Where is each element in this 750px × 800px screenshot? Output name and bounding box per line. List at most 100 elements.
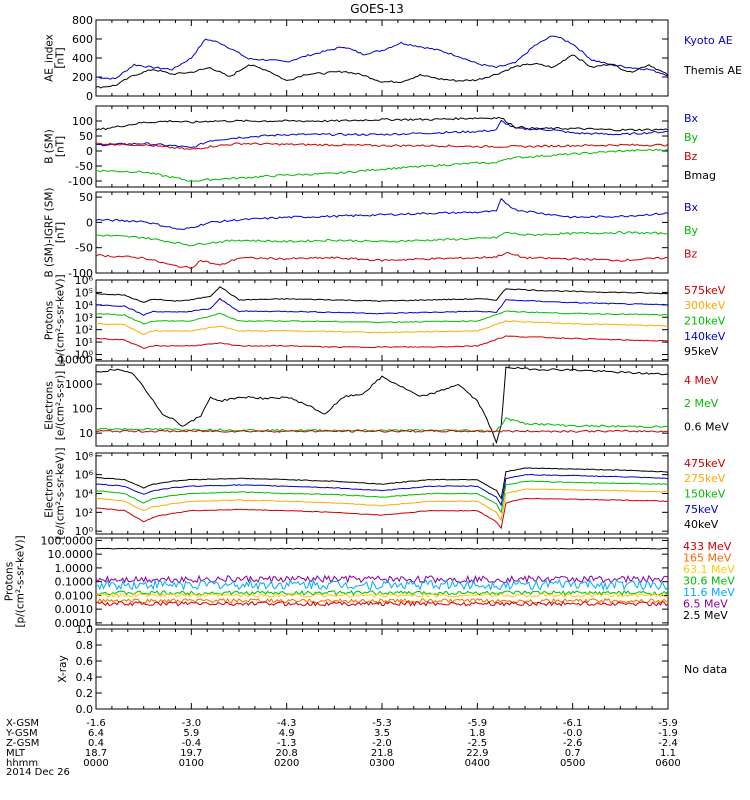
- y-tick-label: 10: [79, 427, 93, 440]
- y-axis-label: [p/(cm²-s-sr-keV)]: [55, 274, 67, 366]
- table-cell: 0500: [560, 758, 585, 769]
- table-cell: 5.9: [183, 728, 199, 739]
- legend-entry: By: [684, 131, 699, 144]
- legend-entry: 6.5 MeV: [683, 598, 728, 611]
- figure-title: GOES-13: [350, 2, 404, 16]
- series-line-433-mev: [96, 600, 668, 607]
- y-tick-label: 200: [72, 71, 93, 84]
- y-tick-label: 10⁰: [75, 349, 94, 362]
- table-cell: 0000: [83, 758, 108, 769]
- y-axis-label: AE_index: [44, 34, 56, 82]
- table-cell: -0.4: [182, 738, 202, 749]
- series-line-0-6-mev: [96, 366, 668, 445]
- table-cell: 0.4: [88, 738, 104, 749]
- series-line-275kev: [96, 488, 668, 522]
- legend-entry: 95keV: [684, 345, 719, 358]
- legend-entry: 150keV: [684, 488, 726, 501]
- series-line-bz: [96, 142, 668, 150]
- y-tick-label: 400: [72, 52, 93, 65]
- y-tick-label: 600: [72, 33, 93, 46]
- series-line-by: [96, 148, 668, 182]
- legend-entry: 30.6 MeV: [683, 575, 735, 588]
- series-line-150kev: [96, 480, 668, 514]
- legend-entry: By: [684, 224, 699, 237]
- legend-entry: 2 MeV: [684, 397, 719, 410]
- table-row-label: hhmm: [6, 758, 38, 769]
- y-tick-label: 10¹: [75, 336, 93, 349]
- y-tick-label: 10²: [75, 324, 93, 337]
- table-row-label: Z-GSM: [6, 738, 39, 749]
- legend-entry: 40keV: [684, 518, 719, 531]
- legend-entry: Bmag: [684, 169, 716, 182]
- table-cell: 1.8: [469, 728, 485, 739]
- series-line-kyoto-ae: [96, 35, 668, 80]
- y-tick-label: -100: [68, 267, 93, 280]
- table-cell: -4.3: [277, 718, 297, 729]
- plot-frame: [95, 628, 669, 710]
- y-tick-label: 0.6: [76, 655, 94, 668]
- panel-electrons_kev: 10⁰ 10² 10⁴ 10⁶ 10⁸ Electrons [e/(cm²-s-sr-keV…: [44, 448, 726, 540]
- table-cell: -6.1: [563, 718, 583, 729]
- legend-entry: Bz: [684, 247, 698, 260]
- y-axis-label: [e/(cm²-s-sr-keV)]: [55, 448, 67, 540]
- series-line-bx: [96, 119, 668, 149]
- y-axis-label: X-ray: [57, 655, 69, 682]
- table-cell: -2.5: [468, 738, 488, 749]
- no-data-note: No data: [684, 663, 727, 676]
- table-cell: -5.3: [372, 718, 392, 729]
- table-cell: 0400: [465, 758, 490, 769]
- series-line-210kev: [96, 310, 668, 325]
- y-tick-label: 0: [86, 145, 93, 158]
- series-group: [96, 35, 668, 89]
- series-line-575kev: [96, 335, 668, 350]
- table-cell: 0300: [369, 758, 394, 769]
- y-tick-label: 800: [72, 14, 93, 27]
- legend-entry: 433 MeV: [683, 540, 732, 553]
- table-cell: 0.7: [565, 748, 581, 759]
- y-axis-label: [p/(cm²-s-sr-keV)]: [15, 535, 27, 627]
- series-line-2-mev: [96, 417, 668, 433]
- plot-frame: [95, 19, 669, 97]
- y-tick-label: 0.4: [76, 671, 94, 684]
- panel-b_igrf: -100 -50 0 50 B (SM)-IGRF (SM) [nT] Bx By Bz: [44, 187, 699, 280]
- table-cell: -2.0: [372, 738, 392, 749]
- table-cell: 21.8: [371, 748, 393, 759]
- table-cell: -3.0: [182, 718, 202, 729]
- series-group: [96, 197, 668, 270]
- series-line-themis-ae: [96, 54, 668, 89]
- panel-ae: 0 200 400 600 800 AE_index [nT] Kyoto AE Themis …: [44, 14, 742, 103]
- y-tick-label: 10³: [75, 311, 93, 324]
- series-line-95kev: [96, 286, 668, 303]
- series-group: [96, 467, 668, 530]
- table-cell: 20.8: [276, 748, 298, 759]
- y-tick-label: 1.0: [76, 623, 94, 636]
- y-axis-label: [nT]: [55, 47, 67, 68]
- y-axis-label: B (SM)-IGRF (SM): [44, 187, 56, 277]
- y-tick-label: 0.0001: [55, 617, 94, 630]
- legend-entry: 300keV: [684, 299, 726, 312]
- series-line-bz: [96, 251, 668, 270]
- y-axis-label: B (SM): [44, 129, 56, 163]
- series-line-40kev: [96, 467, 668, 500]
- legend-entry: Bx: [684, 201, 699, 214]
- y-tick-label: 10⁴: [75, 299, 94, 312]
- series-group: [96, 286, 668, 350]
- y-tick-label: 100: [72, 403, 93, 416]
- series-line-6-5-mev: [96, 574, 668, 584]
- series-group: [96, 547, 668, 607]
- series-line-475kev: [96, 497, 668, 530]
- series-line-11-6-mev: [96, 578, 668, 592]
- table-cell: -5.9: [658, 718, 678, 729]
- y-tick-label: -50: [75, 160, 93, 173]
- y-axis-label: Protons: [4, 562, 16, 601]
- series-line-bmag: [96, 116, 668, 132]
- y-tick-label: 0: [86, 90, 93, 103]
- date-label: 2014 Dec 26: [6, 767, 70, 778]
- panel-electrons_mev: 10 100 1000 10000 Electrons [e/(cm²-s-sr)] 4 M…: [44, 354, 729, 447]
- table-cell: 0100: [179, 758, 204, 769]
- legend-entry: 11.6 MeV: [683, 586, 735, 599]
- legend-entry: 2.5 MeV: [683, 609, 728, 622]
- y-tick-label: -50: [75, 242, 93, 255]
